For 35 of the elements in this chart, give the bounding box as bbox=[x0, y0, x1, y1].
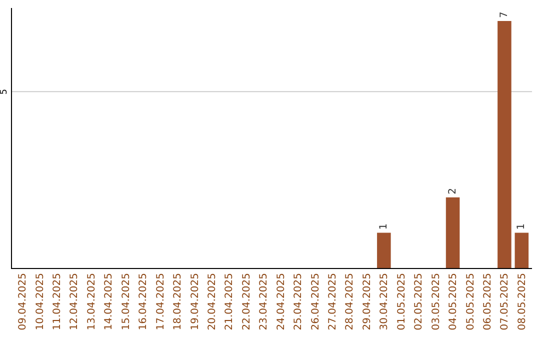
x-tick-label: 14.04.2025 bbox=[104, 273, 115, 330]
data-label: 2 bbox=[447, 188, 458, 194]
x-tick-label: 10.04.2025 bbox=[34, 273, 46, 330]
x-tick-label: 28.04.2025 bbox=[344, 273, 356, 330]
x-tick-label: 15.04.2025 bbox=[120, 273, 132, 330]
x-tick-label: 13.04.2025 bbox=[86, 273, 98, 330]
x-tick-label: 29.04.2025 bbox=[362, 273, 373, 330]
x-tick-label: 27.04.2025 bbox=[328, 273, 339, 330]
x-tick-label: 20.04.2025 bbox=[206, 273, 218, 330]
x-tick-label: 23.04.2025 bbox=[258, 273, 270, 330]
data-label: 1 bbox=[378, 223, 390, 230]
x-tick-label: 22.04.2025 bbox=[241, 273, 252, 330]
data-label: 1 bbox=[516, 223, 528, 230]
x-tick-label: 17.04.2025 bbox=[155, 273, 166, 330]
x-tick-label: 06.05.2025 bbox=[482, 273, 494, 330]
x-tick-label: 24.04.2025 bbox=[276, 273, 287, 330]
x-tick-label: 12.04.2025 bbox=[69, 273, 80, 330]
x-tick-label: 02.05.2025 bbox=[414, 273, 425, 330]
x-tick-label: 30.04.2025 bbox=[379, 273, 390, 330]
x-tick-label: 05.05.2025 bbox=[465, 273, 476, 330]
x-tick-label: 25.04.2025 bbox=[293, 273, 304, 330]
x-tick-label: 11.04.2025 bbox=[52, 273, 64, 330]
data-label: 7 bbox=[498, 12, 510, 18]
x-tick-label: 18.04.2025 bbox=[172, 273, 184, 330]
x-tick-label: 07.05.2025 bbox=[500, 273, 511, 330]
x-tick-label: 19.04.2025 bbox=[190, 273, 201, 330]
ref-line-label: 5 bbox=[0, 88, 10, 95]
x-tick-label: 01.05.2025 bbox=[396, 273, 408, 330]
x-tick-label: 21.04.2025 bbox=[224, 273, 236, 330]
x-tick-label: 04.05.2025 bbox=[448, 273, 460, 330]
x-tick-label: 08.05.2025 bbox=[516, 273, 528, 330]
x-tick-label: 26.04.2025 bbox=[310, 273, 322, 330]
x-tick-label: 16.04.2025 bbox=[138, 273, 150, 330]
x-tick-label: 03.05.2025 bbox=[430, 273, 442, 330]
x-tick-label: 09.04.2025 bbox=[18, 273, 29, 330]
